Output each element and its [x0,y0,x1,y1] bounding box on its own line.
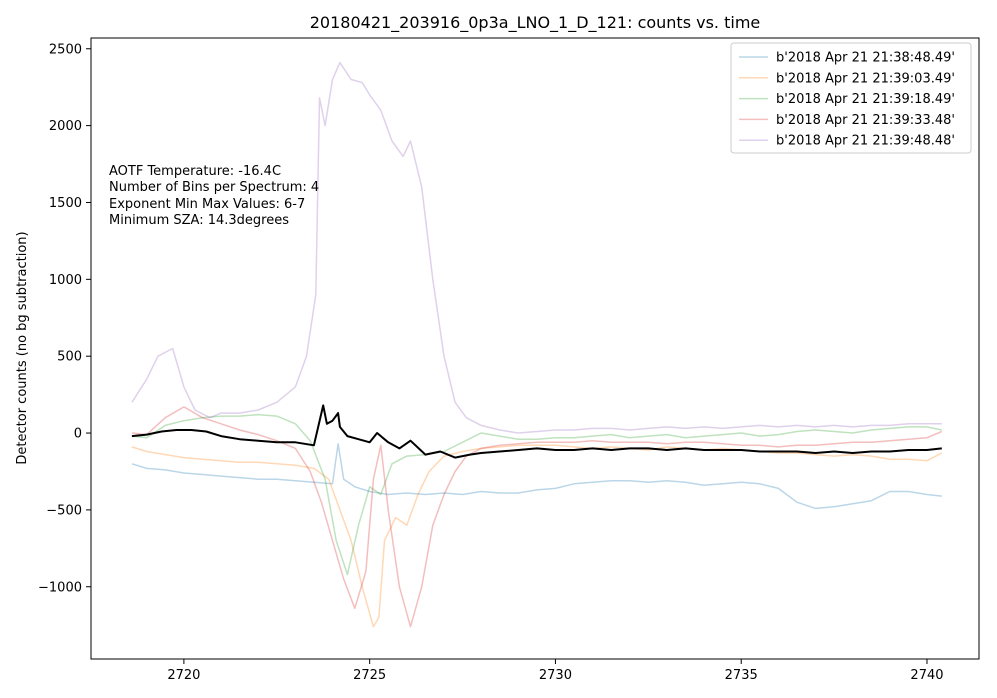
annotation-line: Exponent Min Max Values: 6-7 [109,197,305,212]
plot-frame [90,37,980,660]
legend-label: b'2018 Apr 21 21:39:48.48' [776,134,955,149]
series-line-1 [131,443,942,510]
annotation-block: AOTF Temperature: -16.4C Number of Bins … [109,164,319,228]
series-line-3 [131,413,942,576]
series-line-4 [131,406,943,628]
legend: b'2018 Apr 21 21:38:48.49' b'2018 Apr 21 … [730,42,972,154]
x-tick-label: 2730 [539,668,572,683]
y-tick-label: 2000 [49,119,82,134]
x-tick-label: 2720 [167,668,200,683]
legend-label: b'2018 Apr 21 21:39:03.49' [776,71,955,86]
legend-label: b'2018 Apr 21 21:39:33.48' [776,113,955,128]
y-tick-label: 1500 [49,196,82,211]
x-tick-label: 2740 [910,668,943,683]
x-axis: 2720 2725 2730 2735 2740 [167,659,944,683]
series-layer [131,61,943,628]
y-tick-label: −1000 [38,580,82,595]
series-line-2 [131,444,943,628]
legend-label: b'2018 Apr 21 21:39:18.49' [776,92,955,107]
y-tick-label: 1000 [49,273,82,288]
annotation-line: AOTF Temperature: -16.4C [109,164,281,179]
chart-title: 20180421_203916_0p3a_LNO_1_D_121: counts… [310,13,761,33]
y-axis-label: Detector counts (no bg subtraction) [15,231,30,464]
mean-series-line [131,404,942,459]
y-tick-label: 0 [74,427,82,442]
y-tick-label: 500 [57,350,82,365]
x-tick-label: 2725 [353,668,386,683]
y-tick-label: 2500 [49,42,82,57]
x-tick-label: 2735 [725,668,758,683]
legend-label: b'2018 Apr 21 21:38:48.49' [776,51,955,66]
legend-box [730,42,972,154]
y-tick-label: −500 [46,503,82,518]
series-line-5 [131,61,942,434]
y-axis: −1000 −500 0 500 1000 1500 2000 2500 [38,42,91,595]
annotation-line: Number of Bins per Spectrum: 4 [109,180,319,195]
annotation-line: Minimum SZA: 14.3degrees [109,213,289,228]
